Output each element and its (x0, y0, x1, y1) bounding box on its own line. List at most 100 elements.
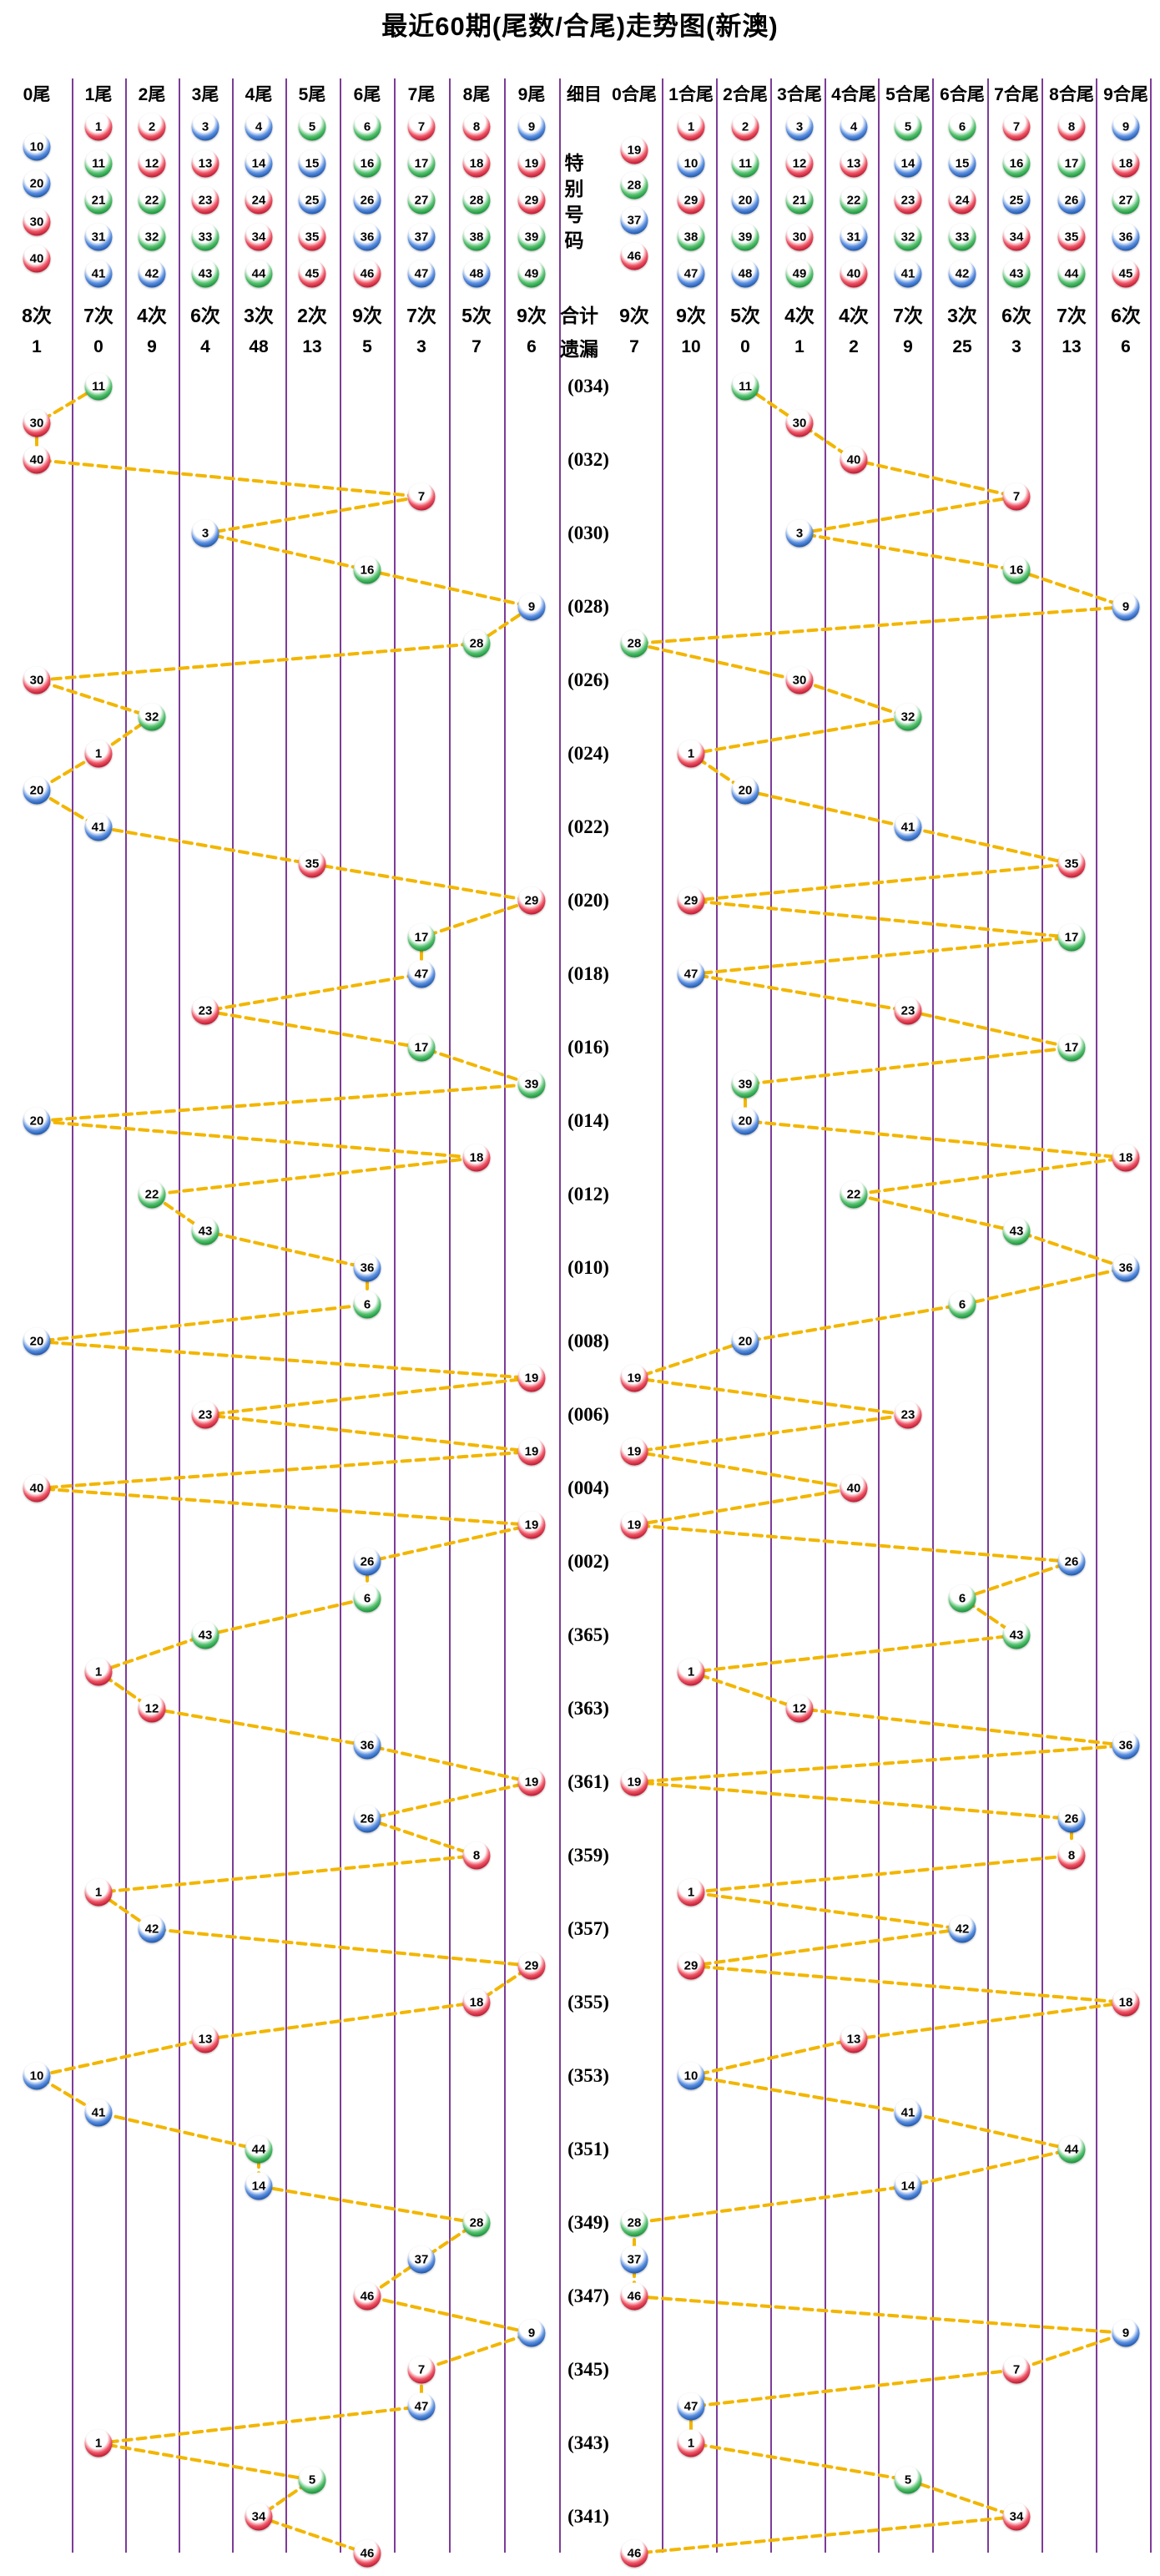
tail-miss-value: 3 (416, 337, 426, 356)
lottery-ball: 47 (407, 960, 436, 988)
lottery-ball: 30 (23, 666, 51, 695)
lottery-ball: 5 (298, 113, 326, 141)
lottery-ball: 23 (191, 997, 219, 1025)
lottery-ball: 17 (407, 149, 436, 178)
lottery-ball: 40 (840, 260, 868, 288)
lottery-ball: 40 (23, 446, 51, 474)
lottery-ball: 12 (138, 149, 166, 178)
tail-count-value: 4次 (137, 305, 167, 326)
lottery-ball: 30 (23, 208, 51, 236)
lottery-ball: 24 (245, 186, 273, 215)
lottery-ball: 14 (245, 2172, 273, 2200)
lottery-ball: 26 (1057, 186, 1086, 215)
lottery-ball: 5 (894, 2466, 922, 2494)
lottery-ball: 43 (191, 1621, 219, 1649)
lottery-ball: 8 (1057, 1841, 1086, 1870)
lottery-ball: 2 (138, 113, 166, 141)
lottery-ball: 18 (462, 149, 491, 178)
period-label: (006) (567, 1404, 609, 1425)
lottery-ball: 1 (677, 2429, 705, 2457)
lottery-ball: 1 (84, 740, 113, 768)
tail-column-header: 9尾 (517, 85, 546, 104)
lottery-ball: 32 (138, 223, 166, 251)
lottery-ball: 30 (785, 223, 814, 251)
column-separator-line (449, 78, 451, 2553)
lottery-ball: 41 (84, 2099, 113, 2127)
lottery-ball: 6 (948, 113, 976, 141)
lottery-ball: 14 (894, 149, 922, 178)
period-label: (365) (567, 1624, 609, 1645)
lottery-ball: 19 (517, 1364, 546, 1392)
lottery-ball: 37 (620, 206, 648, 235)
period-label: (008) (567, 1331, 609, 1351)
tail-column-header: 7尾 (407, 85, 436, 104)
column-separator-line (1096, 78, 1097, 2553)
lottery-ball: 3 (191, 519, 219, 548)
period-label: (343) (567, 2432, 609, 2453)
lottery-ball: 34 (245, 223, 273, 251)
period-label: (026) (567, 669, 609, 690)
period-label: (355) (567, 1992, 609, 2013)
lottery-ball: 46 (620, 2282, 648, 2311)
column-separator-line (662, 78, 663, 2553)
lottery-ball: 47 (407, 260, 436, 288)
lottery-ball: 43 (191, 1217, 219, 1245)
lottery-ball: 42 (948, 260, 976, 288)
lottery-ball: 35 (1057, 850, 1086, 878)
column-separator-line (504, 78, 506, 2553)
lottery-ball: 31 (84, 223, 113, 251)
tail-column-header: 3尾 (191, 85, 219, 104)
lottery-ball: 17 (1057, 149, 1086, 178)
column-separator-line (825, 78, 826, 2553)
lottery-ball: 7 (407, 2356, 436, 2384)
lottery-ball: 29 (517, 186, 546, 215)
lottery-ball: 35 (298, 223, 326, 251)
lottery-ball: 1 (84, 1878, 113, 1907)
lottery-ball: 19 (620, 1437, 648, 1466)
lottery-ball: 42 (138, 260, 166, 288)
lottery-ball: 34 (1002, 223, 1031, 251)
lottery-ball: 28 (462, 2209, 491, 2237)
lottery-ball: 35 (298, 850, 326, 878)
lottery-ball: 17 (407, 1033, 436, 1062)
column-separator-line (932, 78, 934, 2553)
period-label: (353) (567, 2065, 609, 2086)
lottery-ball: 2 (731, 113, 759, 141)
lottery-ball: 23 (894, 997, 922, 1025)
lottery-ball: 48 (731, 260, 759, 288)
column-separator-line (716, 78, 718, 2553)
lottery-ball: 33 (191, 223, 219, 251)
lottery-ball: 42 (948, 1915, 976, 1943)
lottery-ball: 5 (298, 2466, 326, 2494)
sumtail-count-value: 7次 (1057, 305, 1087, 326)
lottery-ball: 28 (620, 171, 648, 200)
lottery-ball: 37 (407, 223, 436, 251)
lottery-ball: 15 (298, 149, 326, 178)
tail-column-header: 6尾 (353, 85, 381, 104)
lottery-ball: 18 (1112, 1144, 1140, 1172)
sumtail-miss-value: 9 (903, 337, 913, 356)
tail-count-value: 8次 (22, 305, 52, 326)
lottery-ball: 15 (948, 149, 976, 178)
tail-column-header: 5尾 (298, 85, 326, 104)
lottery-ball: 39 (517, 1070, 546, 1099)
sumtail-miss-value: 1 (794, 337, 804, 356)
lottery-ball: 20 (23, 169, 51, 198)
lottery-ball: 35 (1057, 223, 1086, 251)
lottery-ball: 16 (353, 556, 381, 584)
lottery-ball: 21 (84, 186, 113, 215)
lottery-ball: 7 (1002, 2356, 1031, 2384)
lottery-ball: 26 (353, 1548, 381, 1576)
lottery-ball: 9 (517, 113, 546, 141)
tail-count-value: 6次 (190, 305, 220, 326)
tail-miss-value: 4 (200, 337, 210, 356)
lottery-ball: 47 (677, 960, 705, 988)
period-label: (010) (567, 1257, 609, 1278)
lottery-ball: 20 (731, 186, 759, 215)
lottery-ball: 21 (785, 186, 814, 215)
column-separator-line (559, 78, 561, 2553)
lottery-ball: 17 (407, 923, 436, 952)
tail-count-value: 7次 (83, 305, 113, 326)
lottery-ball: 1 (84, 1658, 113, 1686)
